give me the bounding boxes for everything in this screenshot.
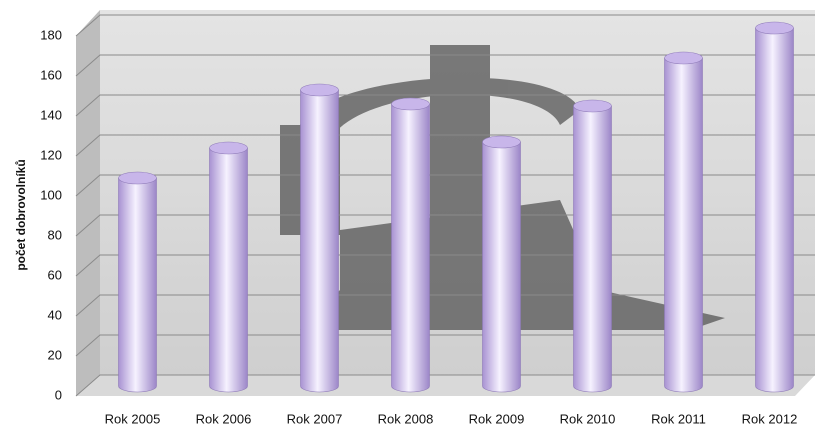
y-tick-label: 180 (40, 27, 62, 42)
bar-top (300, 83, 339, 97)
bar-top (573, 99, 612, 113)
bar-body (482, 141, 521, 393)
x-tick-label: Rok 2007 (287, 411, 343, 426)
bar-body (391, 103, 430, 393)
y-tick-label: 80 (48, 227, 62, 242)
y-tick-label: 100 (40, 187, 62, 202)
bar-top (664, 51, 703, 65)
grid-line (75, 14, 815, 37)
bars (118, 21, 794, 393)
side-wall (76, 10, 100, 396)
bar-top (482, 135, 521, 149)
x-tick-label: Rok 2008 (378, 411, 434, 426)
bar (664, 51, 703, 393)
bar (209, 141, 248, 393)
bar-body (664, 57, 703, 393)
y-tick-label: 60 (48, 267, 62, 282)
bar (755, 21, 794, 393)
grid-line (75, 54, 815, 77)
x-tick-label: Rok 2006 (196, 411, 252, 426)
grid-line (75, 94, 815, 117)
bar-body (209, 147, 248, 393)
bar-top (209, 141, 248, 155)
y-tick-label: 160 (40, 67, 62, 82)
y-tick-label: 140 (40, 107, 62, 122)
y-tick-label: 20 (48, 347, 62, 362)
y-tick-label: 120 (40, 147, 62, 162)
x-tick-label: Rok 2010 (560, 411, 616, 426)
bar-top (755, 21, 794, 35)
bar-body (118, 177, 157, 393)
floor (76, 375, 815, 396)
bar-top (391, 97, 430, 111)
y-axis-title: počet dobrovolníků (14, 159, 28, 270)
x-tick-label: Rok 2009 (469, 411, 525, 426)
bar (118, 171, 157, 393)
bar-body (755, 27, 794, 393)
x-tick-label: Rok 2005 (105, 411, 161, 426)
bar (482, 135, 521, 393)
bar-body (573, 105, 612, 393)
bar (573, 99, 612, 393)
bar-body (300, 89, 339, 393)
x-tick-label: Rok 2011 (651, 411, 706, 426)
bar-top (118, 171, 157, 185)
bar (391, 97, 430, 393)
y-tick-label: 0 (55, 387, 62, 402)
bar (300, 83, 339, 393)
x-tick-label: Rok 2012 (742, 411, 798, 426)
y-tick-label: 40 (48, 307, 62, 322)
